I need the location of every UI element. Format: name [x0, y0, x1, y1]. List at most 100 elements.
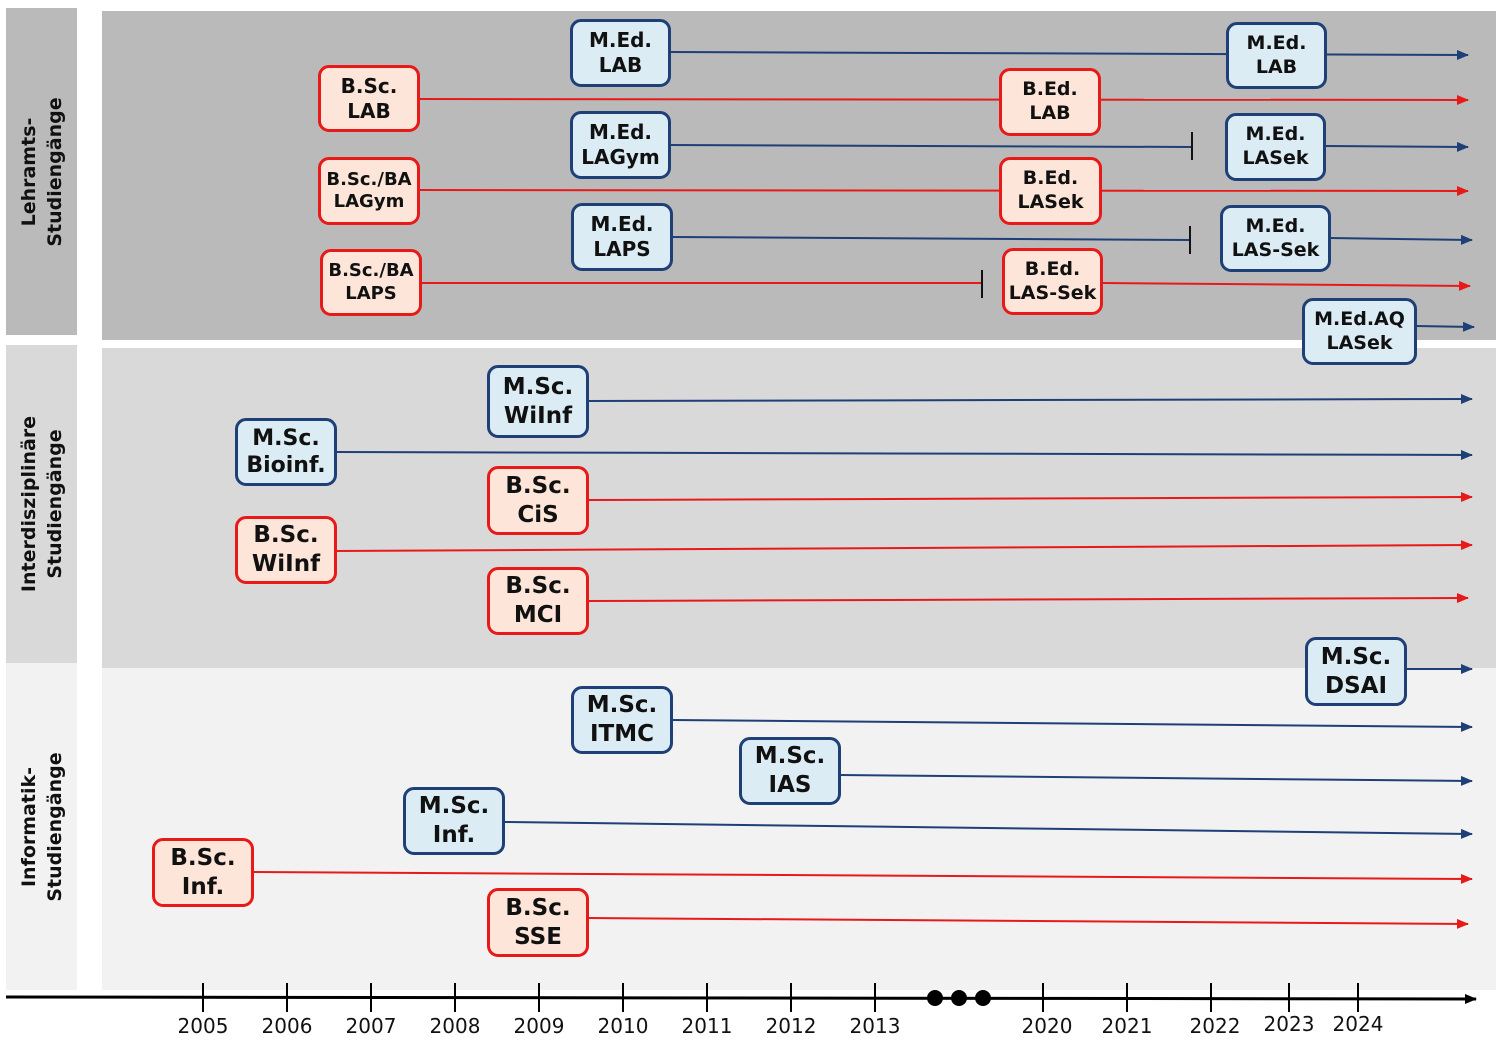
sidebar-bg-informatik	[6, 663, 77, 990]
program-box-med-laps: M.Ed. LAPS	[571, 203, 673, 271]
program-degree: M.Sc.	[502, 373, 574, 400]
program-box-bsc-cis: B.Sc. CiS	[487, 466, 589, 535]
program-box-med-aq-lasek: M.Ed.AQ LASek	[1302, 298, 1417, 365]
sidebar-lehramt: Lehramts- Studiengänge	[6, 8, 77, 335]
program-box-bsc-inf: B.Sc. Inf.	[152, 838, 254, 907]
arrow-med-lab	[669, 49, 1469, 60]
program-name: LAPS	[345, 282, 397, 304]
year-label-2008: 2008	[429, 1014, 481, 1038]
program-name: LASek	[1242, 147, 1309, 169]
year-label-2022: 2022	[1189, 1014, 1241, 1038]
arrow-msc-wiinf	[587, 394, 1473, 405]
program-degree: B.Sc.	[253, 522, 319, 549]
program-degree: B.Ed.	[1022, 167, 1079, 190]
program-box-msc-dsai: M.Sc. DSAI	[1305, 637, 1407, 706]
program-box-bsc-lab: B.Sc. LAB	[318, 65, 420, 132]
axis-gap-dot-1	[927, 990, 943, 1006]
sidebar-label-interdisciplinary: Interdisziplinäre Studiengänge	[16, 416, 68, 592]
year-label-2024: 2024	[1332, 1012, 1384, 1036]
sidebar-lehramt-line1: Lehramts-	[17, 117, 40, 226]
sidebar-informatik-line2: Studiengänge	[43, 751, 66, 902]
program-box-msc-inf: M.Sc. Inf.	[403, 787, 505, 855]
program-name: WiInf	[503, 402, 573, 429]
program-name: LAGym	[333, 191, 405, 212]
arrow-bsc-mci	[587, 593, 1469, 604]
sidebar-label-informatik: Informatik- Studiengänge	[16, 752, 68, 901]
year-label-2013: 2013	[849, 1014, 901, 1038]
program-box-msc-bioinf: M.Sc. Bioinf.	[235, 418, 337, 486]
program-name: WiInf	[251, 551, 321, 577]
arrow-msc-ias	[839, 774, 1473, 786]
axis-ticks	[202, 983, 1359, 1012]
axis-gap-dot-2	[951, 990, 967, 1006]
arrow-bsc-inf	[251, 871, 1473, 884]
program-name: SSE	[514, 923, 562, 950]
program-name: LASek	[1326, 331, 1393, 354]
year-label-2012: 2012	[765, 1014, 817, 1038]
program-degree: B.Ed.	[1022, 78, 1078, 101]
sidebar-interdisciplinary: Interdisziplinäre Studiengänge	[6, 345, 77, 663]
program-degree: M.Ed.	[1246, 31, 1307, 54]
program-degree: M.Ed.	[588, 120, 653, 144]
year-label-2009: 2009	[513, 1014, 565, 1038]
program-box-bsc-wiinf: B.Sc. WiInf	[235, 516, 337, 584]
line-med-laps	[671, 236, 1191, 241]
program-name: LAS-Sek	[1231, 238, 1320, 261]
program-degree: B.Ed.	[1024, 257, 1081, 280]
arrow-bsc-wiinf	[335, 540, 1473, 552]
sidebar-label-lehramt: Lehramts- Studiengänge	[16, 97, 68, 246]
arrow-med-lasek	[1325, 141, 1469, 152]
program-name: CiS	[517, 501, 559, 528]
program-degree: B.Sc.	[340, 73, 398, 98]
program-name: MCI	[513, 602, 563, 628]
program-name: Inf.	[432, 822, 476, 848]
program-box-med-lagym: M.Ed. LAGym	[570, 111, 671, 179]
arrow-msc-inf	[503, 821, 1473, 839]
panel-informatik	[102, 668, 1496, 990]
program-degree: M.Sc.	[754, 743, 826, 770]
program-box-bsc-ba-laps: B.Sc./BA LAPS	[320, 249, 422, 316]
year-label-2005: 2005	[177, 1014, 229, 1038]
sidebar-informatik-line1: Informatik-	[17, 766, 40, 887]
program-degree: B.Sc.	[170, 844, 236, 871]
year-label-2007: 2007	[345, 1014, 397, 1038]
arrow-bsc-cis	[587, 492, 1473, 503]
program-degree: M.Ed.AQ	[1314, 307, 1405, 330]
program-name: LAB	[598, 53, 643, 77]
arrow-bed-las-sek	[1102, 280, 1471, 291]
program-name: Inf.	[181, 873, 225, 900]
program-degree: B.Sc.	[505, 573, 571, 600]
arrow-msc-bioinf	[335, 449, 1473, 460]
program-degree: B.Sc.	[505, 894, 571, 921]
program-box-bed-lasek: B.Ed. LASek	[999, 157, 1102, 225]
program-box-msc-ias: M.Sc. IAS	[739, 737, 841, 805]
program-name: ITMC	[589, 721, 654, 747]
program-box-bed-las-sek: B.Ed. LAS-Sek	[1002, 248, 1103, 315]
program-box-med-lasek: M.Ed. LASek	[1225, 113, 1326, 181]
program-degree: M.Sc.	[252, 425, 320, 451]
program-name: LAGym	[581, 145, 660, 169]
program-degree: M.Sc.	[418, 793, 490, 820]
program-box-bsc-ba-lagym: B.Sc./BA LAGym	[318, 157, 420, 225]
program-name: LAPS	[593, 237, 651, 261]
sidebar-interdisciplinary-line1: Interdisziplinäre	[17, 415, 40, 593]
year-label-2006: 2006	[261, 1014, 313, 1038]
sidebar-interdisciplinary-line2: Studiengänge	[43, 429, 66, 579]
sidebar-informatik: Informatik- Studiengänge	[6, 663, 77, 990]
program-degree: M.Ed.	[1245, 123, 1306, 146]
time-axis	[5, 993, 1477, 1004]
program-box-bsc-sse: B.Sc. SSE	[487, 888, 589, 957]
arrow-bsc-lab	[419, 94, 1469, 105]
program-box-med-lab-2022: M.Ed. LAB	[1226, 22, 1327, 89]
program-degree: M.Sc.	[1320, 643, 1392, 670]
program-name: DSAI	[1324, 672, 1387, 699]
program-degree: M.Ed.	[588, 28, 653, 52]
arrow-bsc-ba-lagym	[419, 185, 1469, 196]
program-degree: B.Sc./BA	[328, 260, 414, 281]
program-box-med-las-sek: M.Ed. LAS-Sek	[1220, 205, 1331, 272]
program-degree: M.Ed.	[590, 212, 654, 236]
year-label-2020: 2020	[1021, 1014, 1073, 1038]
program-degree: B.Sc./BA	[326, 168, 412, 190]
sidebar-bg-lehramt	[6, 8, 77, 335]
program-name: LAS-Sek	[1008, 281, 1097, 304]
